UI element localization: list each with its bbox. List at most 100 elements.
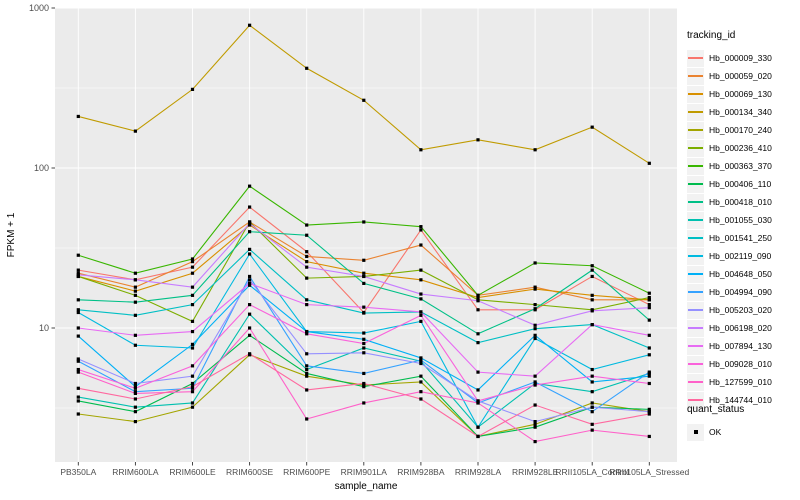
legend-item-label: Hb_006198_020 (709, 323, 772, 333)
data-point (419, 397, 423, 401)
data-point (419, 356, 423, 360)
data-point (133, 420, 137, 424)
data-point (590, 298, 594, 302)
legend-item-label: Hb_000009_330 (709, 53, 772, 63)
x-tick-label: RRII105LA_Stressed (609, 467, 689, 477)
y-tick-label: 100 (34, 163, 49, 173)
data-point (190, 401, 195, 405)
data-point (248, 278, 252, 282)
data-point (133, 405, 137, 409)
data-point (533, 323, 537, 327)
data-point (362, 371, 366, 376)
data-point (190, 293, 195, 297)
data-point (533, 383, 537, 387)
data-point (133, 343, 137, 347)
data-point (305, 265, 309, 269)
data-point (590, 380, 594, 384)
data-point (190, 385, 195, 389)
data-point (190, 271, 195, 275)
data-point (305, 332, 309, 336)
legend-key-line-icon (687, 391, 704, 409)
data-point (305, 233, 309, 237)
data-point (76, 273, 80, 277)
data-point (419, 313, 423, 317)
data-point (133, 333, 137, 337)
data-point (76, 308, 80, 312)
data-point (76, 253, 80, 257)
data-point (590, 410, 594, 414)
data-point (190, 285, 195, 289)
data-point (248, 326, 252, 330)
legend-item-Hb_000059_020: Hb_000059_020 (687, 67, 799, 85)
legend-key-line-icon (687, 193, 704, 211)
legend-item-Hb_127599_010: Hb_127599_010 (687, 373, 799, 391)
legend-key-line-icon (687, 301, 704, 319)
data-point (76, 357, 80, 361)
data-point (362, 305, 366, 309)
data-point (248, 303, 252, 307)
data-point (133, 293, 137, 297)
data-point (533, 422, 537, 426)
data-point (133, 300, 137, 304)
data-point (647, 381, 651, 386)
legend-key-line-icon (687, 229, 704, 247)
data-point (362, 385, 366, 389)
data-point (133, 271, 137, 275)
data-point (476, 332, 480, 336)
data-point (305, 303, 309, 307)
data-point (590, 374, 594, 378)
legend-item-Hb_144744_010: Hb_144744_010 (687, 391, 799, 409)
legend-item-label: Hb_127599_010 (709, 377, 772, 387)
data-point (305, 260, 309, 264)
data-point (305, 298, 309, 302)
data-point (133, 278, 137, 282)
data-point (419, 292, 423, 296)
data-point (133, 381, 137, 386)
data-point (76, 326, 80, 330)
data-point (190, 381, 195, 386)
legend-tracking-id: tracking_id Hb_000009_330 Hb_000059_020 Hb… (687, 30, 799, 409)
data-point (362, 401, 366, 405)
legend-item-Hb_001055_030: Hb_001055_030 (687, 211, 799, 229)
data-point (362, 274, 366, 279)
data-point (190, 364, 195, 368)
legend-item-Hb_007894_130: Hb_007894_130 (687, 337, 799, 355)
data-point (533, 420, 537, 424)
data-point (590, 390, 594, 394)
data-point (133, 285, 137, 289)
data-point (248, 281, 252, 285)
legend-key-line-icon (687, 355, 704, 373)
data-point (647, 346, 651, 350)
data-point (647, 295, 651, 300)
legend-key-line-icon (687, 175, 704, 193)
data-point (419, 390, 423, 394)
data-point (248, 230, 252, 234)
data-point (305, 371, 309, 376)
data-point (76, 395, 80, 399)
data-point (419, 225, 423, 229)
data-point (590, 268, 594, 272)
data-point (647, 303, 651, 307)
legend-item-Hb_000009_330: Hb_000009_330 (687, 49, 799, 67)
data-point (476, 293, 480, 297)
quant-ok-label: OK (709, 427, 722, 437)
data-point (647, 374, 651, 378)
data-point (419, 380, 423, 384)
legend-item-label: Hb_001055_030 (709, 215, 772, 225)
legend-item-Hb_009028_010: Hb_009028_010 (687, 355, 799, 373)
data-point (190, 257, 195, 261)
x-tick-label: PB350LA (60, 467, 96, 477)
plot-panel (55, 8, 677, 462)
data-point (190, 87, 195, 91)
data-point (419, 310, 423, 314)
legend-item-label: Hb_000069_130 (709, 89, 772, 99)
data-point (533, 285, 537, 289)
data-point (419, 361, 423, 366)
x-tick-label: RRIM600SE (226, 467, 274, 477)
data-point (533, 303, 537, 307)
legend-key-line-icon (687, 121, 704, 139)
x-axis-title: sample_name (335, 481, 398, 492)
legend-key-line-icon (687, 247, 704, 265)
y-axis-title: FPKM + 1 (6, 212, 17, 257)
